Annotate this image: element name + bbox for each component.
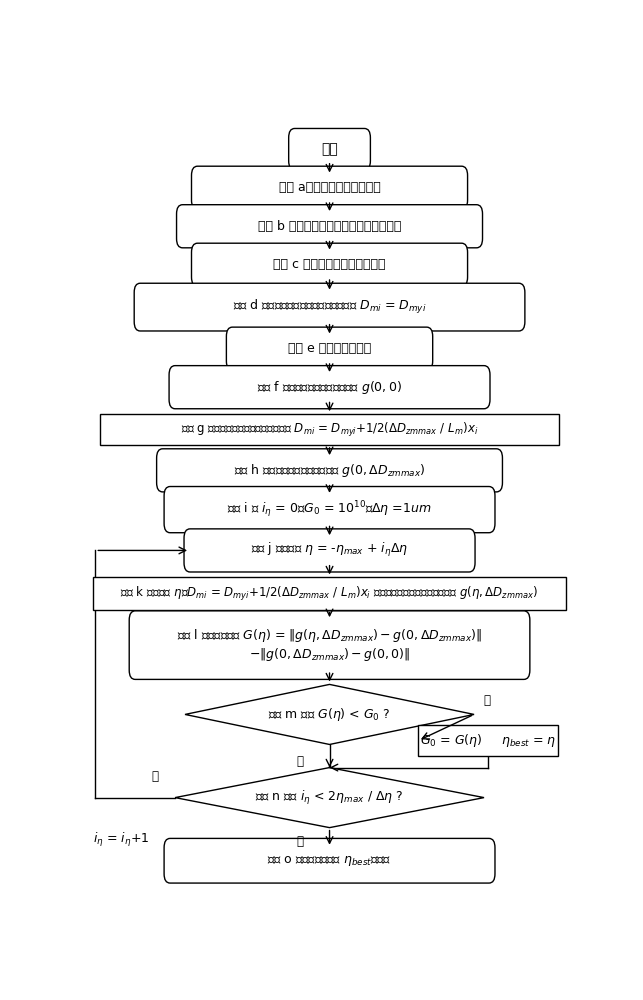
- FancyBboxPatch shape: [129, 611, 530, 679]
- FancyBboxPatch shape: [169, 366, 490, 409]
- FancyBboxPatch shape: [226, 327, 433, 370]
- Text: 步骤 g 考虑辊径大小头缺陷的影响，令 $D_{mi}$ = $D_{myi}$+1/2($\Delta D_{zmmax}$ / $L_m$)$x_i$: 步骤 g 考虑辊径大小头缺陷的影响，令 $D_{mi}$ = $D_{myi}$…: [181, 421, 478, 439]
- Bar: [93, 577, 566, 610]
- Text: $i_{\eta}$ = $i_{\eta}$+1: $i_{\eta}$ = $i_{\eta}$+1: [93, 831, 149, 849]
- Text: 步骤 f 计算带材前张力横向分布值 $g(0,0)$: 步骤 f 计算带材前张力横向分布值 $g(0,0)$: [257, 379, 402, 396]
- FancyBboxPatch shape: [184, 529, 475, 572]
- Text: 步骤 o 得到最佳倾辊量 $\eta_{best}$，结束: 步骤 o 得到最佳倾辊量 $\eta_{best}$，结束: [267, 854, 392, 868]
- Text: 步骤 j 令倾辊量 $\eta$ = -$\eta_{max}$ + $i_{\eta}\Delta\eta$: 步骤 j 令倾辊量 $\eta$ = -$\eta_{max}$ + $i_{\…: [251, 541, 408, 559]
- Text: 步骤 k 倾辊量为 $\eta$，$D_{mi}$ = $D_{myi}$+1/2($\Delta D_{zmmax}$ / $L_m$)$x_i$ 时，计算带: 步骤 k 倾辊量为 $\eta$，$D_{mi}$ = $D_{myi}$+1/…: [120, 585, 539, 603]
- Text: 步骤 e 相关参数赋初值: 步骤 e 相关参数赋初值: [288, 342, 371, 355]
- Text: 开始: 开始: [321, 142, 338, 156]
- Text: 步骤 c 定义计算过程的相关参数: 步骤 c 定义计算过程的相关参数: [273, 258, 386, 271]
- Text: 否: 否: [296, 755, 303, 768]
- Bar: [100, 414, 559, 445]
- Text: $G_0$ = $G(\eta)$     $\eta_{best}$ = $\eta$: $G_0$ = $G(\eta)$ $\eta_{best}$ = $\eta$: [420, 732, 556, 749]
- Polygon shape: [175, 768, 484, 828]
- FancyBboxPatch shape: [192, 166, 467, 209]
- FancyBboxPatch shape: [164, 838, 495, 883]
- FancyBboxPatch shape: [177, 205, 482, 248]
- Bar: [418, 725, 557, 756]
- Text: 否: 否: [296, 835, 303, 848]
- Text: 步骤 d 不考虑辊径大小头缺陷的影响，令 $D_{mi}$ = $D_{myi}$: 步骤 d 不考虑辊径大小头缺陷的影响，令 $D_{mi}$ = $D_{myi}…: [233, 298, 426, 316]
- Text: 步骤 h 计算带材前张力横向分布值 $g(0,\Delta D_{zmmax})$: 步骤 h 计算带材前张力横向分布值 $g(0,\Delta D_{zmmax})…: [234, 462, 425, 479]
- FancyBboxPatch shape: [192, 243, 467, 286]
- FancyBboxPatch shape: [134, 283, 525, 331]
- Text: 步骤 m 判断 $G(\eta)$ < $G_0$ ?: 步骤 m 判断 $G(\eta)$ < $G_0$ ?: [268, 706, 391, 723]
- Text: 步骤 l 计算目标函数 $G(\eta)$ = $\|g(\eta,\Delta D_{zmmax}) - g(0,\Delta D_{zmmax})\|$
$: 步骤 l 计算目标函数 $G(\eta)$ = $\|g(\eta,\Delta…: [177, 627, 482, 663]
- Text: 步骤 a：收集基本设备的参数: 步骤 a：收集基本设备的参数: [278, 181, 381, 194]
- Text: 是: 是: [483, 694, 490, 707]
- Polygon shape: [185, 684, 474, 744]
- Text: 是: 是: [152, 770, 159, 783]
- FancyBboxPatch shape: [289, 128, 370, 170]
- FancyBboxPatch shape: [164, 487, 495, 533]
- Text: 步骤 n 判断 $i_{\eta}$ < 2$\eta_{max}$ / $\Delta\eta$ ?: 步骤 n 判断 $i_{\eta}$ < 2$\eta_{max}$ / $\D…: [255, 789, 404, 807]
- Text: 步骤 b 收集典型规格产品的基本轧制工艺: 步骤 b 收集典型规格产品的基本轧制工艺: [258, 220, 401, 233]
- Text: 步骤 i 令 $i_{\eta}$ = 0，$G_0$ = $10^{10}$，$\Delta\eta$ =1$um$: 步骤 i 令 $i_{\eta}$ = 0，$G_0$ = $10^{10}$，…: [228, 499, 431, 520]
- FancyBboxPatch shape: [157, 449, 502, 492]
